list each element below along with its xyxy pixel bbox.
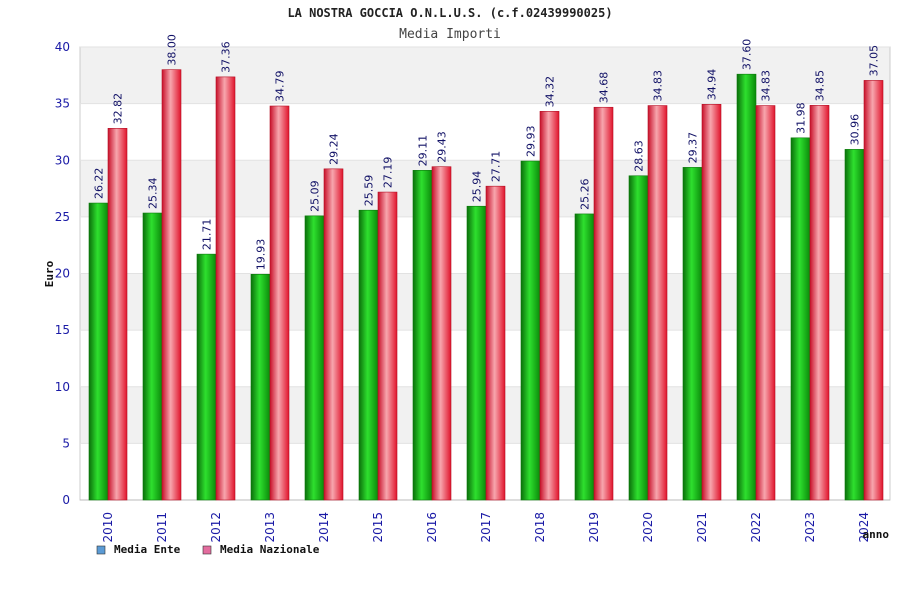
bar-media-nazionale-2023 <box>809 105 830 501</box>
legend: Media Ente Media Nazionale <box>96 543 320 556</box>
value-label: 25.09 <box>309 180 322 212</box>
x-tick-label: 2016 <box>425 512 439 543</box>
bar-media-nazionale-2018 <box>539 111 560 501</box>
bar-media-ente-2023 <box>790 137 811 501</box>
value-label: 34.79 <box>274 71 287 103</box>
y-tick-label: 15 <box>55 323 70 337</box>
value-label: 34.85 <box>814 70 827 102</box>
bar-media-ente-2018 <box>520 160 541 501</box>
value-label: 26.22 <box>93 168 106 200</box>
x-tick-label: 2024 <box>857 512 871 543</box>
value-label: 25.34 <box>147 178 160 210</box>
y-tick-label: 0 <box>62 493 70 507</box>
y-axis-label: Euro <box>43 260 56 287</box>
x-tick-label: 2019 <box>587 512 601 543</box>
value-label: 27.71 <box>490 151 503 183</box>
value-label: 32.82 <box>112 93 125 125</box>
bar-media-ente-2015 <box>358 209 379 501</box>
value-label: 34.83 <box>760 70 773 102</box>
y-tick-label: 40 <box>55 40 70 54</box>
y-tick-label: 10 <box>55 380 70 394</box>
bar-media-ente-2010 <box>88 202 109 501</box>
bars <box>88 69 884 501</box>
value-label: 30.96 <box>849 114 862 146</box>
value-label: 37.36 <box>220 41 233 73</box>
value-labels: 26.22 32.82 25.34 38.00 21.71 37.36 19.93 34.79… <box>93 34 881 270</box>
bar-media-ente-2016 <box>412 170 433 501</box>
legend-label-media-ente: Media Ente <box>114 543 181 556</box>
value-label: 29.24 <box>328 133 341 165</box>
y-tick-label: 5 <box>62 436 70 450</box>
bar-media-nazionale-2019 <box>593 106 614 501</box>
x-tick-label: 2017 <box>479 512 493 543</box>
value-label: 29.37 <box>687 132 700 164</box>
value-label: 37.05 <box>868 45 881 77</box>
x-axis-ticks: 2010 2011 2012 2013 2014 2015 2016 2017 2018 2019… <box>101 512 871 543</box>
x-tick-label: 2013 <box>263 512 277 543</box>
bar-media-nazionale-2016 <box>431 166 452 501</box>
bar-media-nazionale-2024 <box>863 80 884 501</box>
value-label: 37.60 <box>741 39 754 71</box>
y-tick-label: 35 <box>55 97 70 111</box>
value-label: 29.11 <box>417 135 430 167</box>
x-tick-label: 2021 <box>695 512 709 543</box>
value-label: 25.26 <box>579 178 592 210</box>
bar-media-ente-2022 <box>736 73 757 501</box>
y-axis-ticks: 0 5 10 15 20 25 30 35 40 <box>55 40 70 507</box>
bar-media-nazionale-2021 <box>701 104 722 501</box>
bar-media-ente-2024 <box>844 149 865 501</box>
x-tick-label: 2023 <box>803 512 817 543</box>
x-tick-label: 2020 <box>641 512 655 543</box>
y-tick-label: 20 <box>55 267 70 281</box>
bar-media-nazionale-2011 <box>161 69 182 501</box>
chart-subtitle: Media Importi <box>399 27 501 42</box>
bar-media-ente-2020 <box>628 175 649 501</box>
value-label: 29.43 <box>436 131 449 163</box>
legend-label-media-nazionale: Media Nazionale <box>220 543 320 556</box>
legend-swatch-media-nazionale <box>202 545 212 555</box>
value-label: 19.93 <box>255 239 268 271</box>
value-label: 25.94 <box>471 171 484 203</box>
legend-swatch-media-ente <box>96 545 106 555</box>
bar-media-nazionale-2022 <box>755 105 776 501</box>
x-tick-label: 2022 <box>749 512 763 543</box>
value-label: 38.00 <box>166 34 179 66</box>
bar-media-ente-2014 <box>304 215 325 501</box>
value-label: 27.19 <box>382 157 395 189</box>
value-label: 34.68 <box>598 72 611 104</box>
value-label: 34.32 <box>544 76 557 108</box>
bar-media-nazionale-2020 <box>647 105 668 501</box>
bar-media-ente-2011 <box>142 212 163 501</box>
value-label: 34.94 <box>706 69 719 101</box>
bar-media-nazionale-2012 <box>215 76 236 501</box>
x-tick-label: 2011 <box>155 512 169 543</box>
bar-media-nazionale-2014 <box>323 168 344 501</box>
bar-media-nazionale-2015 <box>377 191 398 501</box>
bar-media-nazionale-2013 <box>269 105 290 501</box>
x-axis-label: anno <box>863 528 890 541</box>
x-tick-label: 2015 <box>371 512 385 543</box>
value-label: 34.83 <box>652 70 665 102</box>
x-tick-label: 2014 <box>317 512 331 543</box>
bar-media-ente-2019 <box>574 213 595 501</box>
y-tick-label: 25 <box>55 210 70 224</box>
value-label: 21.71 <box>201 219 214 251</box>
value-label: 29.93 <box>525 126 538 158</box>
bar-media-nazionale-2017 <box>485 185 506 501</box>
value-label: 25.59 <box>363 175 376 207</box>
value-label: 28.63 <box>633 140 646 172</box>
chart-title: LA NOSTRA GOCCIA O.N.L.U.S. (c.f.0243999… <box>287 6 612 20</box>
bar-media-nazionale-2010 <box>107 128 128 501</box>
x-tick-label: 2012 <box>209 512 223 543</box>
bar-media-ente-2017 <box>466 205 487 501</box>
x-tick-label: 2010 <box>101 512 115 543</box>
value-label: 31.98 <box>795 102 808 134</box>
x-tick-label: 2018 <box>533 512 547 543</box>
bar-media-ente-2012 <box>196 253 217 501</box>
bar-media-ente-2021 <box>682 167 703 501</box>
bar-media-ente-2013 <box>250 273 271 501</box>
y-tick-label: 30 <box>55 153 70 167</box>
